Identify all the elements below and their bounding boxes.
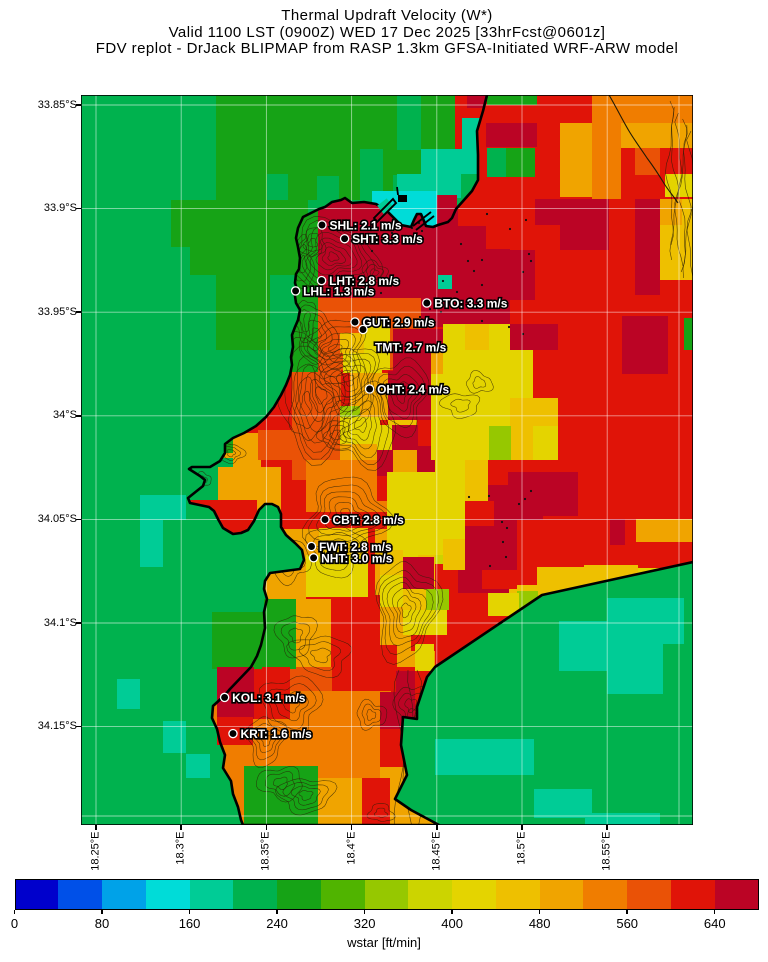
svg-text:GUT: 2.9 m/s: GUT: 2.9 m/s	[363, 316, 435, 330]
svg-text:FWT: 2.8 m/s: FWT: 2.8 m/s	[319, 540, 392, 554]
svg-text:LHT: 2.8 m/s: LHT: 2.8 m/s	[329, 274, 399, 288]
svg-text:KRT: 1.6 m/s: KRT: 1.6 m/s	[241, 727, 313, 741]
svg-text:KOL: 3.1 m/s: KOL: 3.1 m/s	[232, 691, 306, 705]
svg-text:CBT: 2.8 m/s: CBT: 2.8 m/s	[333, 513, 405, 527]
svg-text:NHT: 3.0 m/s: NHT: 3.0 m/s	[321, 551, 393, 565]
svg-text:TMT: 2.7 m/s: TMT: 2.7 m/s	[375, 341, 447, 355]
svg-text:BTO: 3.3 m/s: BTO: 3.3 m/s	[434, 297, 507, 311]
svg-text:SHT: 3.3 m/s: SHT: 3.3 m/s	[352, 232, 423, 246]
svg-text:LHL: 1.3 m/s: LHL: 1.3 m/s	[303, 284, 375, 298]
svg-text:OHT: 2.4 m/s: OHT: 2.4 m/s	[377, 383, 449, 397]
svg-text:SHL: 2.1 m/s: SHL: 2.1 m/s	[330, 219, 402, 233]
